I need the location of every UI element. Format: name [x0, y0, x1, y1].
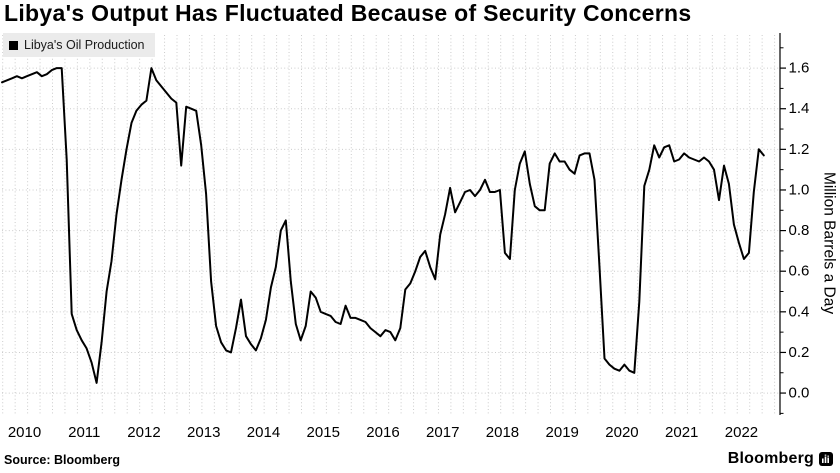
bloomberg-wordmark: Bloomberg	[727, 450, 814, 467]
x-axis-year-label: 2012	[127, 424, 160, 441]
y-axis-tick-label: 1.0	[789, 181, 810, 198]
y-axis-title: Million Barrels a Day	[821, 172, 838, 314]
legend: Libya's Oil Production	[3, 33, 155, 57]
x-axis-year-label: 2011	[68, 424, 100, 441]
legend-swatch-icon	[9, 40, 18, 50]
y-axis-tick-label: 0.4	[789, 303, 810, 320]
x-axis-year-label: 2019	[546, 424, 579, 441]
legend-label: Libya's Oil Production	[24, 38, 145, 52]
x-axis-year-label: 2022	[725, 424, 758, 441]
y-axis-tick-label: 1.2	[789, 141, 810, 158]
x-axis-year-label: 2013	[187, 424, 220, 441]
source-attribution: Source: Bloomberg	[4, 453, 120, 467]
x-axis-year-label: 2020	[605, 424, 638, 441]
x-axis-year-label: 2017	[426, 424, 459, 441]
y-axis-tick-label: 0.2	[789, 344, 810, 361]
y-axis-tick-label: 0.6	[789, 263, 810, 280]
x-axis-year-label: 2018	[486, 424, 519, 441]
bloomberg-logo-icon	[819, 452, 833, 466]
x-axis-year-label: 2010	[8, 424, 41, 441]
y-axis-tick-label: 0.0	[789, 385, 810, 402]
y-axis-tick-label: 1.6	[789, 60, 810, 77]
x-axis-year-label: 2021	[665, 424, 698, 441]
y-axis-tick-label: 1.4	[789, 100, 810, 117]
bloomberg-branding: Bloomberg	[728, 450, 833, 468]
x-axis-year-label: 2015	[307, 424, 340, 441]
chart-title: Libya's Output Has Fluctuated Because of…	[4, 0, 692, 26]
y-axis-tick-label: 0.8	[789, 222, 810, 239]
production-line-series	[1, 67, 765, 384]
x-axis-year-label: 2014	[247, 424, 280, 441]
x-axis-year-label: 2016	[366, 424, 399, 441]
